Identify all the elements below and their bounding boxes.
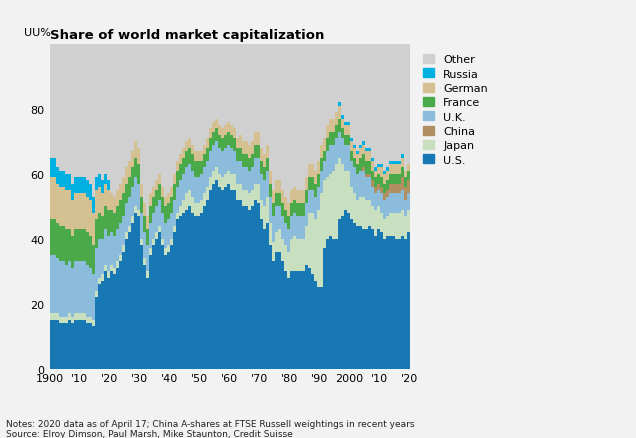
Text: Share of world market capitalization: Share of world market capitalization	[50, 29, 324, 42]
Legend: Other, Russia, German, France, U.K., China, Japan, U.S.: Other, Russia, German, France, U.K., Chi…	[419, 50, 492, 170]
Text: UU%: UU%	[24, 28, 51, 39]
Text: Notes: 2020 data as of April 17; China A-shares at FTSE Russell weightings in re: Notes: 2020 data as of April 17; China A…	[6, 419, 415, 438]
